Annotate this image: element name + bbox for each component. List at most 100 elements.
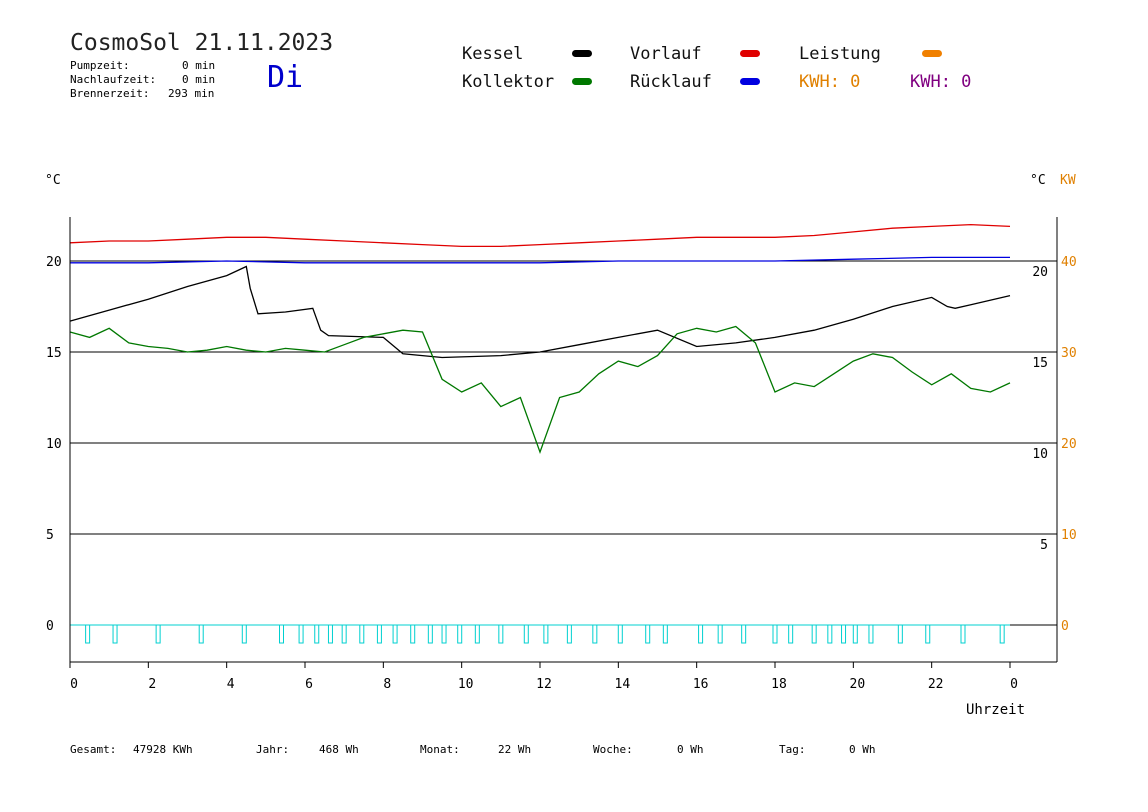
y-right-unit: °C — [1030, 173, 1046, 188]
pump-marker-26 — [698, 624, 704, 644]
pump-marker-38 — [960, 624, 966, 644]
footer-monat-label: Monat: — [420, 743, 460, 756]
footer-tag-value: 0 Wh — [849, 743, 876, 756]
pump-marker-10 — [359, 624, 365, 644]
pump-marker-13 — [410, 624, 416, 644]
series-line-ruecklauf — [70, 256, 1010, 264]
x-tick-label-7: 14 — [615, 677, 631, 692]
pump-marker-33 — [841, 624, 847, 644]
pump-marker-31 — [811, 624, 817, 644]
x-tick-label-4: 8 — [383, 677, 391, 692]
pump-marker-9 — [341, 624, 347, 644]
x-tick-label-3: 6 — [305, 677, 313, 692]
stat-value-pumpzeit: 0 min — [182, 59, 216, 72]
weekday-label: Di — [267, 60, 304, 95]
legend-leistung-swatch — [922, 50, 942, 57]
y-kw-label-30: 30 — [1061, 346, 1077, 361]
legend-vorlauf-label: Vorlauf — [630, 44, 702, 64]
y-kw-label-40: 40 — [1061, 255, 1077, 270]
pump-marker-19 — [523, 624, 529, 644]
x-axis-label: Uhrzeit — [966, 702, 1025, 718]
legend-kessel-swatch — [572, 50, 592, 57]
stat-label-nachlaufzeit: Nachlaufzeit: — [70, 73, 157, 86]
stat-label-brennerzeit: Brennerzeit: — [70, 87, 150, 100]
pump-marker-39 — [999, 624, 1005, 644]
x-tick-label-8: 16 — [693, 677, 709, 692]
x-tick-label-1: 2 — [148, 677, 156, 692]
pump-marker-22 — [592, 624, 598, 644]
legend-kessel-label: Kessel — [462, 44, 524, 64]
pump-marker-7 — [314, 624, 320, 644]
y-left-label-0: 0 — [46, 619, 54, 634]
y-left-unit: °C — [45, 173, 61, 188]
pump-marker-11 — [376, 624, 382, 644]
x-tick-label-10: 20 — [850, 677, 866, 692]
pump-marker-17 — [474, 624, 480, 644]
footer-tag-label: Tag: — [779, 743, 806, 756]
stat-value-brennerzeit: 293 min — [168, 87, 215, 100]
pump-marker-37 — [925, 624, 931, 644]
pump-marker-35 — [868, 624, 874, 644]
pump-marker-1 — [112, 624, 118, 644]
pump-marker-15 — [441, 624, 447, 644]
pump-marker-30 — [788, 624, 794, 644]
pump-marker-5 — [279, 624, 284, 644]
legend-ruecklauf-label: Rücklauf — [630, 72, 712, 92]
x-tick-label-2: 4 — [227, 677, 235, 692]
pump-marker-18 — [498, 624, 504, 644]
pump-marker-34 — [852, 624, 858, 644]
y-right-label-10: 10 — [1032, 447, 1048, 462]
footer-gesamt-value: 47928 KWh — [133, 743, 193, 756]
legend-vorlauf-swatch — [740, 50, 760, 57]
legend-kollektor-label: Kollektor — [462, 72, 555, 92]
series-line-kollektor — [69, 325, 1011, 455]
pump-marker-0 — [85, 624, 91, 644]
x-tick-label-9: 18 — [771, 677, 787, 692]
pump-marker-27 — [717, 624, 723, 644]
pump-marker-12 — [392, 624, 398, 644]
y-left-label-20: 20 — [46, 255, 62, 270]
stat-label-pumpzeit: Pumpzeit: — [70, 59, 130, 72]
legend-kwh-orange: KWH: 0 — [799, 72, 861, 92]
pump-marker-28 — [741, 624, 747, 644]
x-tick-label-5: 10 — [458, 677, 474, 692]
pump-marker-4 — [241, 624, 247, 644]
pump-marker-25 — [662, 624, 668, 644]
series-line-kessel — [69, 265, 1011, 359]
y-right-label-20: 20 — [1032, 265, 1048, 280]
legend-kollektor-swatch — [572, 78, 592, 85]
y-left-label-10: 10 — [46, 437, 62, 452]
y-right2-unit: KW — [1060, 173, 1076, 188]
footer-jahr-value: 468 Wh — [319, 743, 359, 756]
footer-monat-value: 22 Wh — [498, 743, 532, 756]
footer-woche-value: 0 Wh — [677, 743, 704, 756]
y-kw-label-10: 10 — [1061, 528, 1077, 543]
pump-marker-2 — [155, 624, 161, 644]
legend-ruecklauf-swatch — [740, 78, 760, 85]
y-left-label-15: 15 — [46, 346, 62, 361]
x-tick-label-12: 0 — [1010, 677, 1018, 692]
pump-marker-24 — [645, 624, 651, 644]
series-line-vorlauf — [69, 223, 1011, 248]
pump-marker-16 — [457, 624, 463, 644]
pump-marker-3 — [198, 624, 204, 644]
footer-jahr-label: Jahr: — [256, 743, 290, 756]
y-kw-label-0: 0 — [1061, 619, 1069, 634]
footer-woche-label: Woche: — [593, 743, 633, 756]
footer-gesamt-label: Gesamt: — [70, 743, 117, 756]
y-kw-label-20: 20 — [1061, 437, 1077, 452]
y-right-label-15: 15 — [1032, 356, 1048, 371]
legend-leistung-label: Leistung — [799, 44, 881, 64]
legend-kwh-purple: KWH: 0 — [910, 72, 972, 92]
pump-marker-32 — [827, 624, 833, 644]
pump-marker-29 — [772, 624, 778, 644]
y-left-label-5: 5 — [46, 528, 54, 543]
x-tick-label-0: 0 — [70, 677, 78, 692]
x-tick-label-6: 12 — [536, 677, 552, 692]
stat-value-nachlaufzeit: 0 min — [182, 73, 216, 86]
pump-marker-6 — [298, 624, 304, 644]
x-tick-label-11: 22 — [928, 677, 944, 692]
pump-marker-14 — [427, 624, 433, 644]
pump-marker-36 — [897, 624, 903, 644]
